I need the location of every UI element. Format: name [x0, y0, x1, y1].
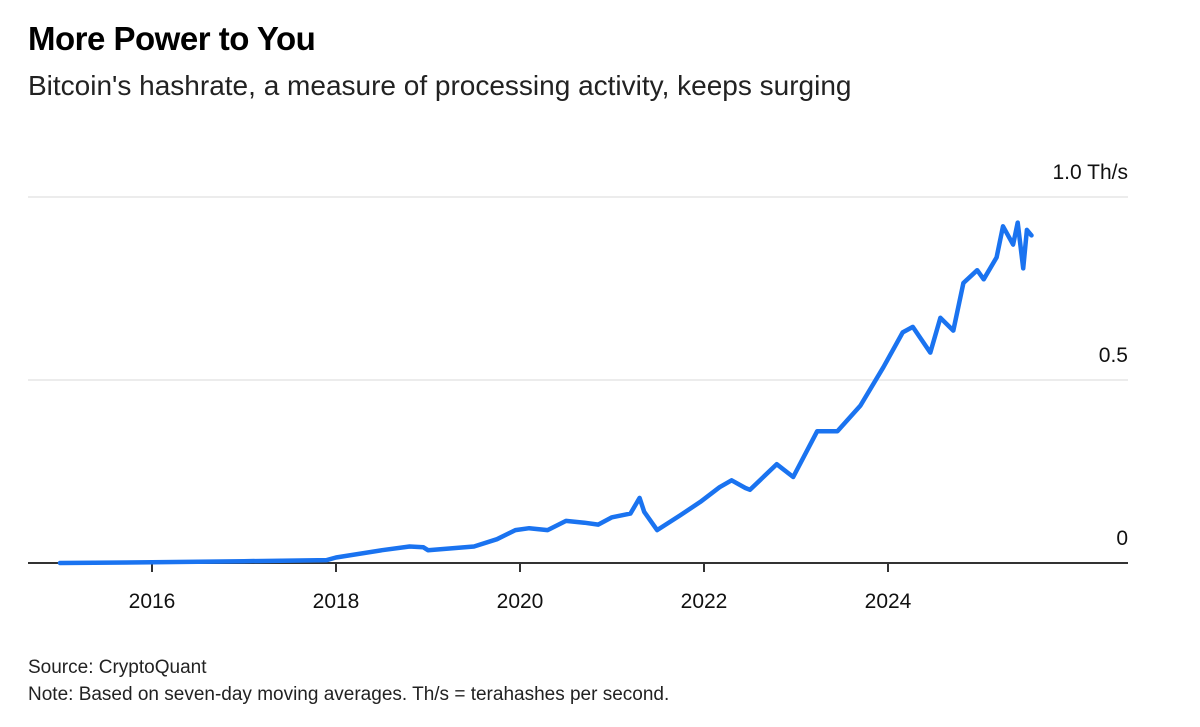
x-tick-label: 2022 [681, 590, 728, 613]
footnote: Note: Based on seven-day moving averages… [28, 684, 670, 705]
x-tick-label: 2018 [313, 590, 360, 613]
chart-title: More Power to You [28, 20, 316, 57]
hashrate-line [57, 220, 1034, 566]
y-tick-label: 0 [1116, 527, 1128, 550]
y-tick-label: 1.0 Th/s [1053, 161, 1129, 184]
source-note: Source: CryptoQuant [28, 657, 207, 678]
y-tick-label: 0.5 [1099, 344, 1128, 367]
x-tick-label: 2024 [865, 590, 912, 613]
chart-subtitle: Bitcoin's hashrate, a measure of process… [28, 70, 852, 101]
x-tick-label: 2020 [497, 590, 544, 613]
hashrate-chart: 0 0.5 1.0 Th/s 2016 2018 2020 2022 2024 [28, 161, 1129, 613]
x-tick-label: 2016 [129, 590, 176, 613]
